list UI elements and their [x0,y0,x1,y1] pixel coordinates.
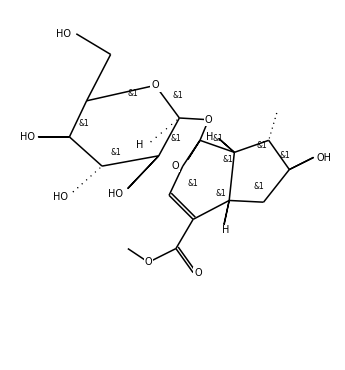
Text: &1: &1 [222,155,233,164]
Text: &1: &1 [111,148,121,157]
Text: O: O [172,161,179,171]
Text: HO: HO [108,189,123,199]
Text: H: H [222,225,229,235]
Text: H: H [206,132,214,142]
Text: &1: &1 [188,179,198,188]
Text: O: O [151,80,159,90]
Text: &1: &1 [78,119,89,128]
Text: O: O [195,268,202,278]
Text: HO: HO [53,192,68,202]
Text: OH: OH [317,152,332,162]
Polygon shape [224,201,229,225]
Polygon shape [219,138,234,152]
Polygon shape [289,157,314,169]
Text: &1: &1 [171,134,181,143]
Text: HO: HO [56,29,71,39]
Text: O: O [145,257,152,267]
Text: &1: &1 [172,91,183,100]
Text: H: H [136,141,143,151]
Text: &1: &1 [253,182,264,191]
Text: HO: HO [20,132,35,142]
Text: &1: &1 [212,134,223,143]
Text: &1: &1 [279,151,290,160]
Text: O: O [205,115,213,125]
Polygon shape [188,140,200,159]
Text: &1: &1 [128,90,139,98]
Text: &1: &1 [215,189,226,198]
Text: &1: &1 [257,141,267,150]
Polygon shape [128,156,159,189]
